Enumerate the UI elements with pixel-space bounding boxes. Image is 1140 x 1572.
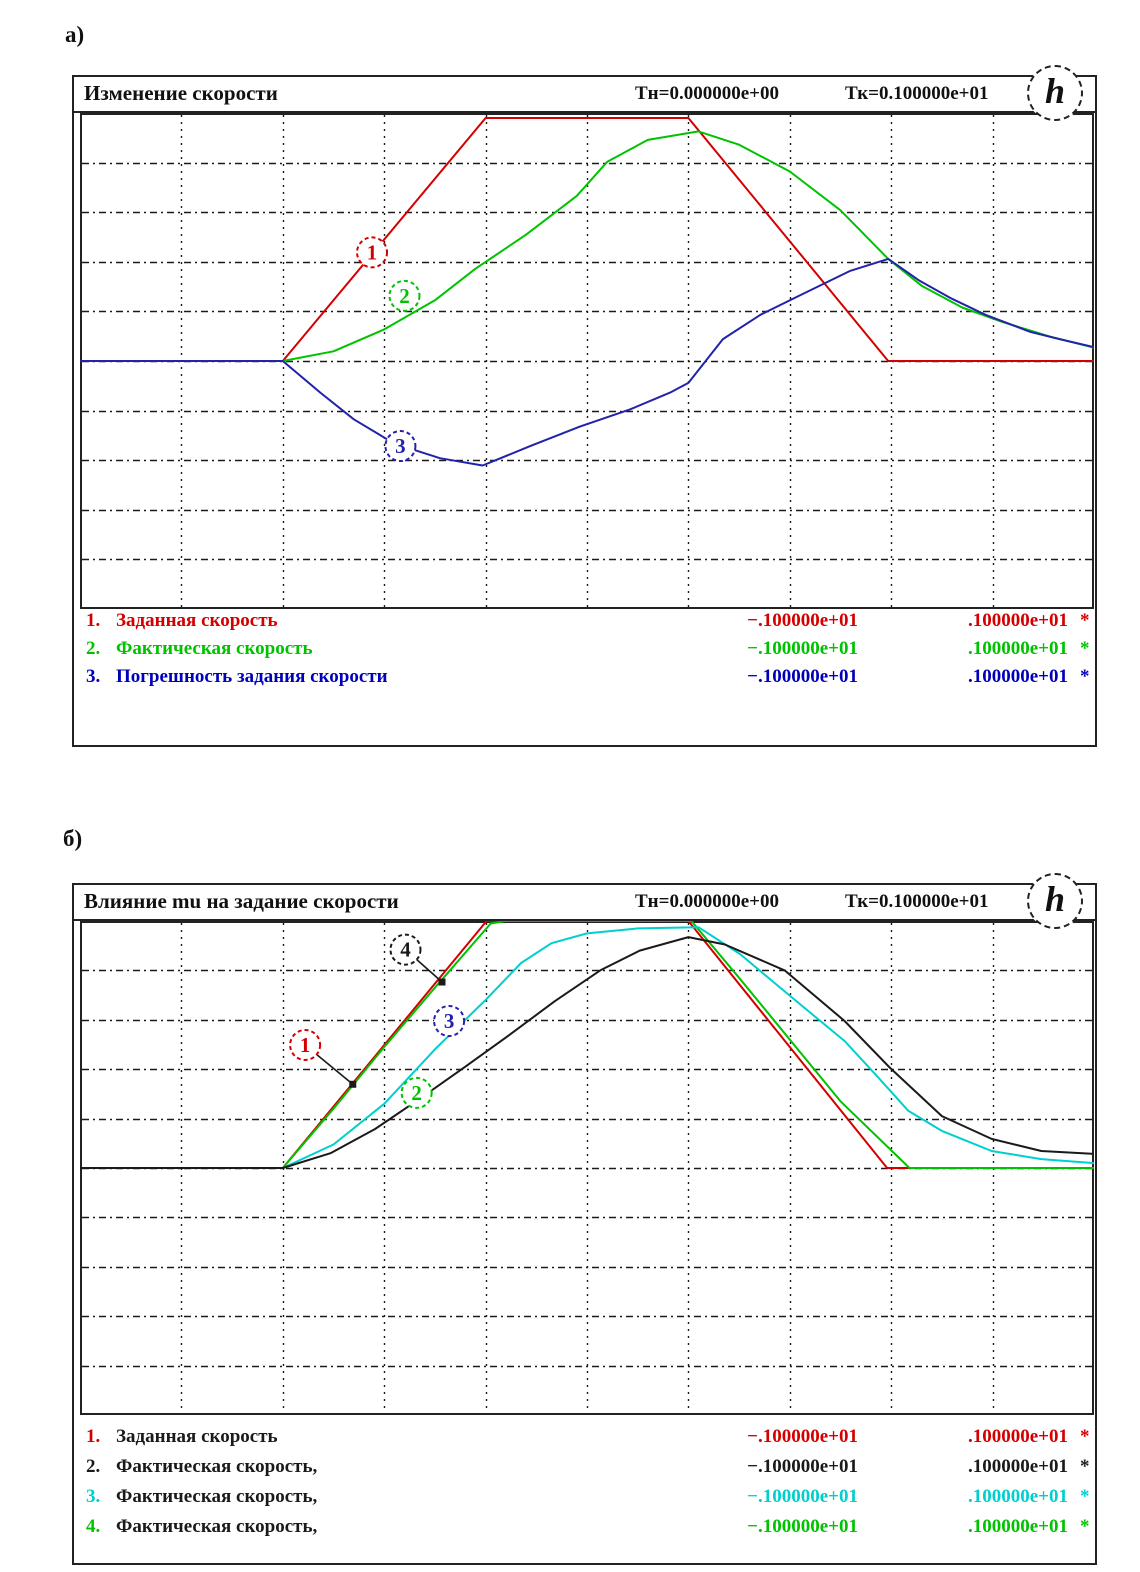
curve-marker-number: 4 (400, 938, 411, 962)
chart-a-legend: 1. Заданная скорость −.100000e+01 .100000e+… (74, 610, 1095, 694)
legend-row: 3. Погрешность задания скорости −.100000e+… (74, 666, 1095, 694)
marker-pointer-dot (438, 978, 446, 986)
legend-row-label: Погрешность задания скорости (116, 666, 388, 687)
legend-row: 2. Фактическая скорость, −.100000e+01 .1000… (74, 1456, 1095, 1486)
legend-row-max-value: .100000e+01 (967, 1426, 1068, 1447)
legend-row-max-value: .100000e+01 (967, 1456, 1068, 1477)
chart-a-header: Изменение скорости Тн=0.000000e+00 Тк=0.… (74, 65, 1095, 121)
series-line (281, 130, 1094, 362)
legend-row: 4. Фактическая скорость, −.100000e+01 .1000… (74, 1516, 1095, 1546)
legend-row-max-value: .100000e+01 (967, 638, 1068, 659)
legend-row-max-value: .100000e+01 (967, 610, 1068, 631)
legend-row: 3. Фактическая скорость, −.100000e+01 .1000… (74, 1486, 1095, 1516)
app-logo-glyph: h (1044, 71, 1066, 111)
curve-marker-number: 2 (411, 1081, 422, 1105)
chart-a-plot: 12 3 (80, 113, 1094, 609)
chart-panel-b: Влияние mu на задание скорости Тн=0.0000… (72, 873, 1097, 1565)
legend-row-min-value: −.100000e+01 (747, 666, 858, 687)
legend-row-number: 2. (86, 638, 101, 659)
legend-row-min-value: −.100000e+01 (747, 1486, 858, 1507)
chart-a-tn-value: Тн=0.000000e+00 (635, 83, 779, 104)
legend-row-min-value: −.100000e+01 (747, 1456, 858, 1477)
marker-pointer-dot (349, 1080, 357, 1088)
legend-row-star: * (1080, 1426, 1090, 1447)
series-line (281, 921, 1094, 1169)
legend-row: 1. Заданная скорость −.100000e+01 .100000e+… (74, 610, 1095, 638)
curve-marker-circle (289, 1028, 322, 1061)
series-line (281, 926, 1094, 1169)
legend-row-label: Заданная скорость (116, 1426, 278, 1447)
legend-row-label: Фактическая скорость, (116, 1456, 318, 1477)
legend-row-number: 1. (86, 610, 101, 631)
chart-b-title: Влияние mu на задание скорости (84, 889, 399, 913)
series-line (80, 257, 1094, 467)
curve-marker-number: 1 (367, 240, 378, 264)
legend-row-number: 2. (86, 1456, 101, 1477)
curve-marker-number: 1 (300, 1033, 311, 1057)
legend-row-star: * (1080, 1516, 1090, 1537)
curve-marker-circle (389, 933, 422, 966)
chart-a-title: Изменение скорости (84, 81, 278, 105)
legend-row-max-value: .100000e+01 (967, 666, 1068, 687)
curve-marker-circle (384, 430, 417, 463)
legend-row-min-value: −.100000e+01 (747, 1426, 858, 1447)
chart-b-plot: 1 4 3 2 (80, 921, 1094, 1415)
chart-panel-a: Изменение скорости Тн=0.000000e+00 Тк=0.… (72, 65, 1097, 747)
legend-row-min-value: −.100000e+01 (747, 638, 858, 659)
legend-row-max-value: .100000e+01 (967, 1486, 1068, 1507)
legend-row: 2. Фактическая скорость −.100000e+01 .10000… (74, 638, 1095, 666)
series-line (80, 936, 1094, 1169)
legend-row-max-value: .100000e+01 (967, 1516, 1068, 1537)
curve-marker-number: 3 (395, 434, 406, 458)
legend-row: 1. Заданная скорость −.100000e+01 .100000e+… (74, 1426, 1095, 1456)
legend-row-number: 4. (86, 1516, 101, 1537)
legend-row-star: * (1080, 666, 1090, 687)
legend-row-star: * (1080, 610, 1090, 631)
section-label-b: б) (63, 826, 83, 851)
curve-marker-circle (400, 1076, 433, 1109)
legend-row-number: 1. (86, 1426, 101, 1447)
chart-b-tk-value: Тк=0.100000e+01 (845, 891, 989, 912)
legend-row-label: Фактическая скорость, (116, 1516, 318, 1537)
app-logo: h (1027, 65, 1083, 121)
chart-b-header: Влияние mu на задание скорости Тн=0.0000… (74, 873, 1095, 929)
legend-row-label: Фактическая скорость, (116, 1486, 318, 1507)
curve-marker-circle (388, 279, 421, 312)
legend-row-number: 3. (86, 666, 101, 687)
legend-row-star: * (1080, 1486, 1090, 1507)
curve-marker-circle (433, 1005, 466, 1038)
legend-row-min-value: −.100000e+01 (747, 1516, 858, 1537)
app-logo: h (1027, 873, 1083, 929)
legend-row-star: * (1080, 1456, 1090, 1477)
chart-b-legend: 1. Заданная скорость −.100000e+01 .100000e+… (74, 1426, 1095, 1546)
legend-row-number: 3. (86, 1486, 101, 1507)
legend-row-min-value: −.100000e+01 (747, 610, 858, 631)
chart-b-tn-value: Тн=0.000000e+00 (635, 891, 779, 912)
chart-a-tk-value: Тк=0.100000e+01 (845, 83, 989, 104)
curve-marker-circle (356, 236, 389, 269)
legend-row-star: * (1080, 638, 1090, 659)
legend-row-label: Заданная скорость (116, 610, 278, 631)
section-label-a: а) (65, 22, 85, 47)
app-logo-glyph: h (1044, 879, 1066, 919)
curve-marker-number: 3 (444, 1009, 455, 1033)
series-line (80, 117, 1094, 362)
legend-row-label: Фактическая скорость (116, 638, 313, 659)
curve-marker-number: 2 (399, 284, 410, 308)
